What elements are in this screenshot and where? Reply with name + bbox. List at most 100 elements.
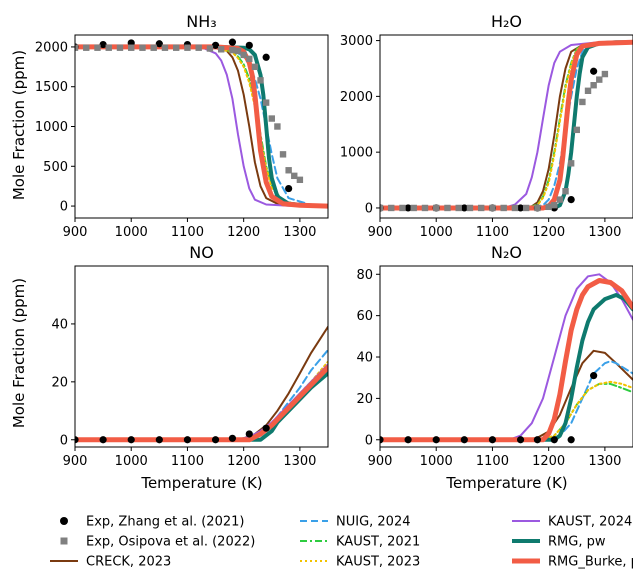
xlabel-bottom-right: Temperature (K)	[445, 474, 567, 492]
y-tick-label: 20	[51, 375, 68, 390]
y-tick-label: 0	[365, 201, 373, 216]
data-point-exp_osipova	[590, 82, 597, 89]
x-tick-label: 1200	[227, 225, 260, 240]
legend-label: KAUST, 2024	[548, 515, 632, 530]
series-line-kaust2023	[75, 45, 328, 208]
series-line-kaust2021	[380, 41, 633, 209]
y-tick-label: 500	[43, 160, 68, 175]
data-point-exp_zhang	[380, 436, 384, 444]
data-point-exp_zhang	[228, 38, 237, 46]
y-tick-label: 20	[356, 392, 373, 407]
series-line-creck	[380, 349, 633, 441]
data-point-exp_zhang	[211, 41, 220, 49]
data-point-exp_osipova	[466, 204, 474, 212]
data-point-exp_zhang	[460, 204, 468, 212]
data-point-exp_osipova	[511, 204, 519, 212]
x-tick-label: 1000	[115, 225, 148, 240]
legend-label: KAUST, 2023	[336, 555, 420, 570]
x-tick-label: 1300	[588, 225, 621, 240]
data-point-exp_osipova	[388, 204, 395, 212]
data-point-exp_osipova	[291, 172, 298, 180]
series-line-creck	[75, 45, 328, 208]
data-point-exp_osipova	[579, 98, 586, 106]
legend-item-creck: CRECK, 2023	[50, 555, 171, 570]
data-point-exp_zhang	[262, 53, 270, 61]
legend-label: KAUST, 2021	[336, 535, 420, 550]
series-line-creck	[380, 41, 633, 209]
data-point-exp_osipova	[478, 204, 485, 212]
data-point-exp_zhang	[75, 436, 79, 444]
legend-item-exp_zhang: Exp, Zhang et al. (2021)	[60, 515, 244, 530]
legend-item-kaust2024: KAUST, 2024	[512, 515, 632, 530]
data-point-exp_osipova	[105, 44, 112, 51]
x-tick-label: 1200	[532, 454, 565, 469]
series-line-kaust2024	[380, 41, 633, 209]
x-tick-label: 1000	[115, 454, 148, 469]
series-line-rmg	[75, 44, 328, 209]
data-point-exp_zhang	[228, 434, 237, 442]
data-point-exp_osipova	[206, 45, 214, 52]
data-point-exp_osipova	[489, 204, 496, 212]
data-point-exp_osipova	[257, 77, 264, 84]
data-point-exp_osipova	[116, 44, 124, 51]
series-line-rmg	[380, 40, 633, 210]
data-point-exp_osipova	[75, 44, 79, 51]
series-line-kaust2024	[75, 45, 328, 208]
plot-area	[75, 38, 328, 209]
x-tick-label: 1000	[420, 225, 453, 240]
axes-frame	[379, 265, 633, 448]
y-tick-label: 0	[60, 433, 68, 448]
x-tick-label: 900	[368, 454, 393, 469]
y-tick-label: 1000	[35, 120, 68, 135]
data-point-exp_osipova	[421, 204, 429, 212]
legend-marker	[60, 517, 68, 525]
y-tick-label: 2000	[35, 40, 68, 55]
data-point-exp_osipova	[296, 176, 304, 184]
data-point-exp_zhang	[590, 372, 598, 380]
legend-item-nuig: NUIG, 2024	[300, 515, 411, 530]
axes-frame	[379, 34, 633, 219]
x-tick-label: 1200	[227, 454, 260, 469]
y-tick-label: 1500	[35, 80, 68, 95]
data-point-exp_osipova	[433, 204, 440, 212]
series-line-rmgburke	[75, 44, 328, 209]
y-tick-label: 40	[51, 317, 68, 332]
legend: Exp, Zhang et al. (2021) Exp, Osipova et …	[50, 515, 633, 570]
data-point-exp_zhang	[404, 204, 412, 212]
series-line-nuig	[75, 349, 328, 441]
data-point-exp_osipova	[262, 99, 270, 106]
legend-item-rmgburke: RMG_Burke, pw	[512, 555, 633, 570]
panel-title: N₂O	[491, 243, 522, 262]
data-point-exp_osipova	[279, 151, 287, 158]
data-point-exp_zhang	[533, 436, 542, 444]
y-tick-label: 60	[356, 309, 373, 324]
panel-title: NO	[189, 243, 214, 262]
series-line-kaust2023	[380, 41, 633, 209]
data-point-exp_osipova	[229, 46, 236, 54]
data-point-exp_zhang	[404, 436, 412, 444]
series-line-rmgburke	[380, 278, 633, 443]
data-point-exp_osipova	[596, 76, 603, 83]
data-point-exp_osipova	[246, 55, 253, 63]
data-point-exp_osipova	[150, 44, 157, 51]
data-point-exp_zhang	[285, 184, 293, 193]
data-point-exp_osipova	[139, 44, 146, 51]
series-line-kaust2021	[380, 382, 633, 441]
series-line-rmg	[380, 293, 633, 442]
y-tick-label: 1000	[340, 146, 373, 161]
legend-item-kaust2021: KAUST, 2021	[300, 535, 420, 550]
data-point-exp_zhang	[155, 40, 163, 48]
ylabel-bottom: Mole Fraction (ppm)	[10, 278, 28, 428]
data-point-exp_zhang	[550, 436, 558, 444]
data-point-exp_osipova	[184, 44, 191, 51]
series-line-kaust2021	[75, 45, 328, 208]
data-point-exp_zhang	[488, 436, 497, 444]
data-point-exp_osipova	[567, 160, 575, 167]
x-tick-label: 900	[368, 225, 393, 240]
xlabel-bottom-left: Temperature (K)	[140, 474, 262, 492]
y-tick-label: 0	[365, 433, 373, 448]
data-point-exp_osipova	[556, 196, 564, 203]
data-point-exp_osipova	[161, 44, 169, 51]
panel-title: H₂O	[491, 12, 522, 31]
